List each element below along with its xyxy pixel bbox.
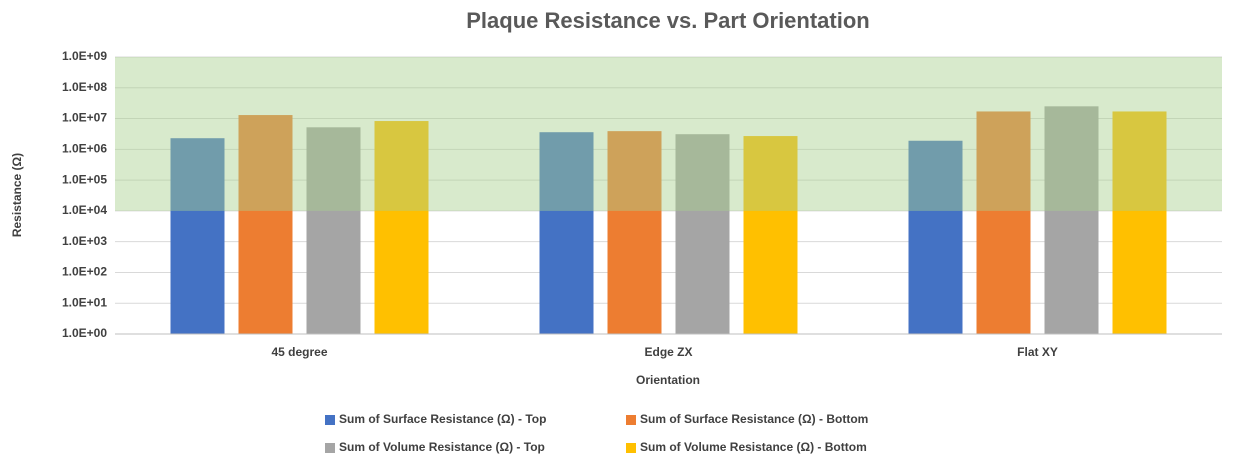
y-tick-label: 1.0E+03 bbox=[62, 234, 107, 248]
legend-swatch bbox=[626, 415, 636, 425]
bar bbox=[170, 138, 225, 334]
legend-label: Sum of Volume Resistance (Ω) - Bottom bbox=[640, 440, 867, 454]
y-tick-label: 1.0E+06 bbox=[62, 142, 107, 156]
y-tick-label: 1.0E+05 bbox=[62, 172, 107, 186]
legend-label: Sum of Surface Resistance (Ω) - Top bbox=[339, 412, 546, 426]
bar bbox=[908, 140, 963, 334]
y-tick-label: 1.0E+02 bbox=[62, 265, 107, 279]
x-tick-label: Flat XY bbox=[1017, 345, 1058, 359]
x-tick-label: 45 degree bbox=[271, 345, 327, 359]
y-tick-label: 1.0E+09 bbox=[62, 49, 107, 63]
bar bbox=[743, 136, 798, 334]
bar bbox=[1044, 106, 1099, 334]
bar bbox=[675, 134, 730, 334]
y-axis-label: Resistance (Ω) bbox=[10, 153, 24, 237]
y-tick-label: 1.0E+01 bbox=[62, 295, 107, 309]
legend-label: Sum of Volume Resistance (Ω) - Top bbox=[339, 440, 545, 454]
bar bbox=[539, 132, 594, 334]
y-tick-label: 1.0E+04 bbox=[62, 203, 107, 217]
bar bbox=[306, 127, 361, 334]
bar bbox=[374, 121, 429, 335]
y-tick-label: 1.0E+00 bbox=[62, 326, 107, 340]
legend-label: Sum of Surface Resistance (Ω) - Bottom bbox=[640, 412, 868, 426]
y-tick-label: 1.0E+07 bbox=[62, 111, 107, 125]
chart-title: Plaque Resistance vs. Part Orientation bbox=[466, 8, 869, 33]
legend-swatch bbox=[626, 443, 636, 453]
bar bbox=[607, 131, 662, 334]
shaded-range bbox=[115, 57, 1222, 211]
bar bbox=[1112, 111, 1167, 334]
bar bbox=[238, 115, 293, 334]
x-tick-label: Edge ZX bbox=[644, 345, 692, 359]
y-tick-label: 1.0E+08 bbox=[62, 80, 107, 94]
legend-swatch bbox=[325, 415, 335, 425]
x-axis-label: Orientation bbox=[636, 373, 700, 387]
bar bbox=[976, 111, 1031, 334]
legend-swatch bbox=[325, 443, 335, 453]
